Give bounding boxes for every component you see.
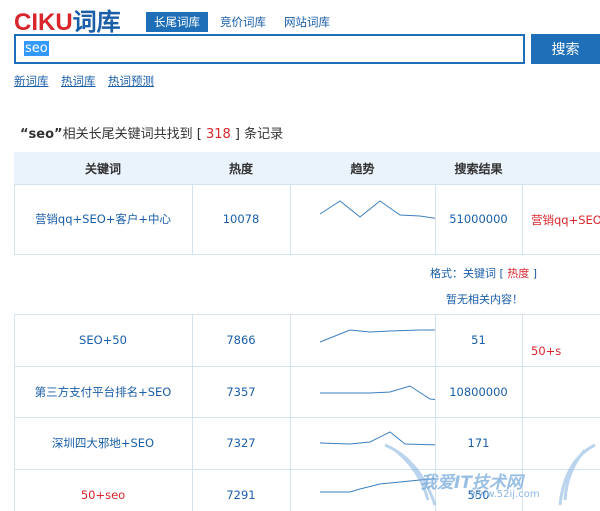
results: 51 xyxy=(471,333,486,347)
table-divider xyxy=(14,184,15,254)
tab[interactable]: 网站词库 xyxy=(284,15,330,29)
empty-message: 暂无相关内容！ xyxy=(446,293,523,306)
search-button[interactable]: 搜索 xyxy=(531,34,600,64)
logo-brand: CIKU xyxy=(14,9,73,36)
trend-line xyxy=(320,385,435,401)
tab[interactable]: 长尾词库 xyxy=(146,12,208,32)
table-divider xyxy=(435,184,436,254)
format-hint: 格式：关键词 [ 热度 ] xyxy=(430,265,537,281)
heat: 10078 xyxy=(222,212,260,226)
heat: 7357 xyxy=(226,384,256,399)
results: 51000000 xyxy=(449,212,508,226)
table-divider xyxy=(14,314,15,511)
trend-line xyxy=(320,477,435,493)
trend-sparkline xyxy=(320,477,435,493)
search-query: seo xyxy=(24,41,49,56)
table-rule xyxy=(14,469,600,470)
column-header: 关键词 xyxy=(84,161,121,176)
heat: 7866 xyxy=(226,333,256,347)
results: 10800000 xyxy=(449,384,508,399)
keyword[interactable]: 第三方支付平台排名+SEO xyxy=(34,384,172,399)
table-rule xyxy=(14,184,600,185)
logo[interactable]: CIKU词库 xyxy=(14,2,121,37)
logo-suffix: 词库 xyxy=(72,8,121,36)
watermark-wing xyxy=(384,443,437,506)
trend-sparkline xyxy=(319,329,435,343)
results: 171 xyxy=(467,436,490,450)
nav-link[interactable]: 热词预测 xyxy=(108,74,154,88)
keyword[interactable]: 深圳四大邪地+SEO xyxy=(51,436,155,450)
watermark-wing xyxy=(558,443,596,506)
format-prefix: 格式：关键词 [ xyxy=(430,267,504,280)
trend-line xyxy=(319,431,435,446)
related-keyword[interactable]: 营销qq+SEO xyxy=(531,213,600,227)
watermark-title: 我爱IT技术网 xyxy=(420,473,523,493)
column-header: 热度 xyxy=(228,161,253,176)
related-keyword[interactable]: 50+s xyxy=(531,344,562,358)
trend-sparkline xyxy=(320,385,435,401)
format-suffix: ] xyxy=(532,267,538,280)
table-divider xyxy=(522,314,523,511)
table-divider xyxy=(192,314,193,511)
summary-text: 相关长尾关键词共找到 [ xyxy=(62,127,202,142)
nav-link[interactable]: 热词库 xyxy=(61,74,96,88)
summary-text: ] 条记录 xyxy=(234,127,284,142)
trend-line xyxy=(319,329,435,343)
table-divider xyxy=(290,184,291,254)
trend-sparkline xyxy=(319,431,435,446)
summary-count: 318 xyxy=(205,127,231,142)
trend-line xyxy=(319,200,435,219)
keyword[interactable]: 50+seo xyxy=(80,488,126,502)
keyword[interactable]: 营销qq+SEO+客户+中心 xyxy=(34,212,172,226)
column-header: 趋势 xyxy=(350,161,375,176)
summary-query: “seo” xyxy=(20,127,63,142)
table-divider xyxy=(192,184,193,254)
table-rule xyxy=(14,366,600,367)
table-header xyxy=(14,152,600,184)
heat: 7291 xyxy=(226,488,256,502)
keyword[interactable]: SEO+50 xyxy=(79,333,127,347)
column-header: 搜索结果 xyxy=(454,161,503,176)
nav-link[interactable]: 新词库 xyxy=(14,74,49,88)
search-input[interactable]: seo xyxy=(14,34,525,64)
watermark-url: www.52ij.com xyxy=(470,489,540,500)
summary: “seo”相关长尾关键词共找到 [ 318 ] 条记录 xyxy=(20,123,283,142)
table-divider xyxy=(522,184,523,254)
table-rule xyxy=(14,314,600,315)
format-highlight: 热度 xyxy=(507,267,530,280)
tab[interactable]: 竞价词库 xyxy=(220,15,266,29)
trend-sparkline xyxy=(319,200,435,219)
table-divider xyxy=(290,314,291,511)
table-rule xyxy=(14,254,600,255)
table-rule xyxy=(14,417,600,418)
results: 550 xyxy=(467,488,490,502)
heat: 7327 xyxy=(226,436,256,450)
table-divider xyxy=(435,314,436,511)
